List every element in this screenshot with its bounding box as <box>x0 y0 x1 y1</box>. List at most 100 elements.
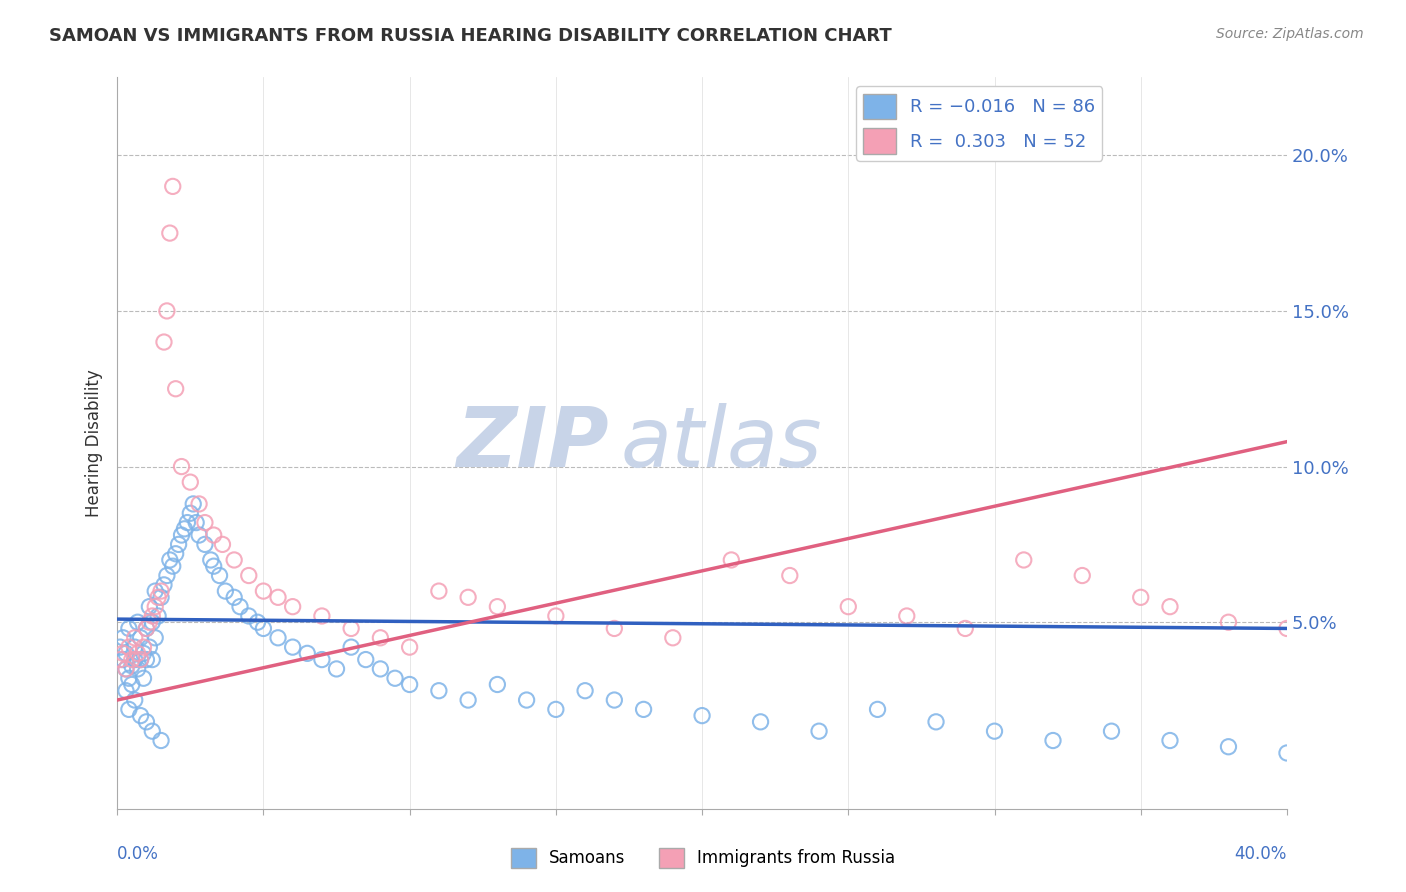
Point <box>486 599 509 614</box>
Point <box>112 646 135 660</box>
Point <box>108 640 131 654</box>
Text: Source: ZipAtlas.com: Source: ZipAtlas.com <box>1216 27 1364 41</box>
Legend: R = −0.016   N = 86, R =  0.303   N = 52: R = −0.016 N = 86, R = 0.303 N = 52 <box>856 87 1102 161</box>
Point <box>370 631 392 645</box>
Point <box>146 591 169 605</box>
Point <box>143 631 166 645</box>
Point <box>129 708 152 723</box>
Point <box>141 724 163 739</box>
Point <box>398 677 420 691</box>
Point <box>311 652 333 666</box>
Point <box>124 640 146 654</box>
Point <box>267 591 290 605</box>
Point <box>457 591 479 605</box>
Point <box>181 497 204 511</box>
Point <box>135 714 157 729</box>
Point <box>118 622 141 636</box>
Point <box>179 506 201 520</box>
Point <box>1275 622 1298 636</box>
Point <box>124 631 146 645</box>
Point <box>224 553 246 567</box>
Point <box>170 528 193 542</box>
Point <box>311 609 333 624</box>
Point <box>159 553 181 567</box>
Point <box>214 584 236 599</box>
Point <box>516 693 538 707</box>
Point <box>1218 739 1240 754</box>
Point <box>129 631 152 645</box>
Point <box>194 516 217 530</box>
Point <box>141 652 163 666</box>
Point <box>340 640 363 654</box>
Point <box>156 304 179 318</box>
Point <box>354 652 377 666</box>
Point <box>127 646 149 660</box>
Point <box>153 578 176 592</box>
Point <box>1275 746 1298 760</box>
Point <box>720 553 742 567</box>
Point <box>457 693 479 707</box>
Point <box>1071 568 1094 582</box>
Point <box>165 547 187 561</box>
Point <box>118 702 141 716</box>
Point <box>118 640 141 654</box>
Point <box>121 658 143 673</box>
Point <box>188 497 211 511</box>
Point <box>153 334 176 349</box>
Point <box>132 640 155 654</box>
Point <box>176 516 198 530</box>
Point <box>129 652 152 666</box>
Point <box>1042 733 1064 747</box>
Point <box>132 671 155 685</box>
Point <box>112 631 135 645</box>
Point <box>427 584 450 599</box>
Point <box>127 615 149 630</box>
Point <box>486 677 509 691</box>
Text: 40.0%: 40.0% <box>1234 846 1286 863</box>
Point <box>173 522 195 536</box>
Point <box>544 609 567 624</box>
Point <box>398 640 420 654</box>
Point <box>837 599 859 614</box>
Point <box>955 622 977 636</box>
Point <box>808 724 831 739</box>
Point <box>141 609 163 624</box>
Point <box>129 652 152 666</box>
Point <box>121 677 143 691</box>
Point <box>165 382 187 396</box>
Point <box>866 702 889 716</box>
Y-axis label: Hearing Disability: Hearing Disability <box>86 369 103 517</box>
Text: atlas: atlas <box>620 402 823 483</box>
Point <box>267 631 290 645</box>
Point <box>118 671 141 685</box>
Point <box>132 646 155 660</box>
Point <box>194 537 217 551</box>
Point <box>138 599 160 614</box>
Point <box>138 615 160 630</box>
Point <box>146 609 169 624</box>
Point <box>167 537 190 551</box>
Point <box>603 622 626 636</box>
Point <box>135 622 157 636</box>
Point <box>179 475 201 490</box>
Point <box>138 640 160 654</box>
Point <box>202 559 225 574</box>
Point <box>115 662 138 676</box>
Point <box>115 662 138 676</box>
Point <box>297 646 319 660</box>
Point <box>124 693 146 707</box>
Point <box>983 724 1005 739</box>
Point <box>115 683 138 698</box>
Point <box>1159 599 1181 614</box>
Point <box>574 683 596 698</box>
Point <box>143 599 166 614</box>
Point <box>662 631 685 645</box>
Text: SAMOAN VS IMMIGRANTS FROM RUSSIA HEARING DISABILITY CORRELATION CHART: SAMOAN VS IMMIGRANTS FROM RUSSIA HEARING… <box>49 27 891 45</box>
Point <box>603 693 626 707</box>
Point <box>340 622 363 636</box>
Point <box>143 584 166 599</box>
Point <box>370 662 392 676</box>
Point <box>281 640 304 654</box>
Text: 0.0%: 0.0% <box>117 846 159 863</box>
Point <box>384 671 406 685</box>
